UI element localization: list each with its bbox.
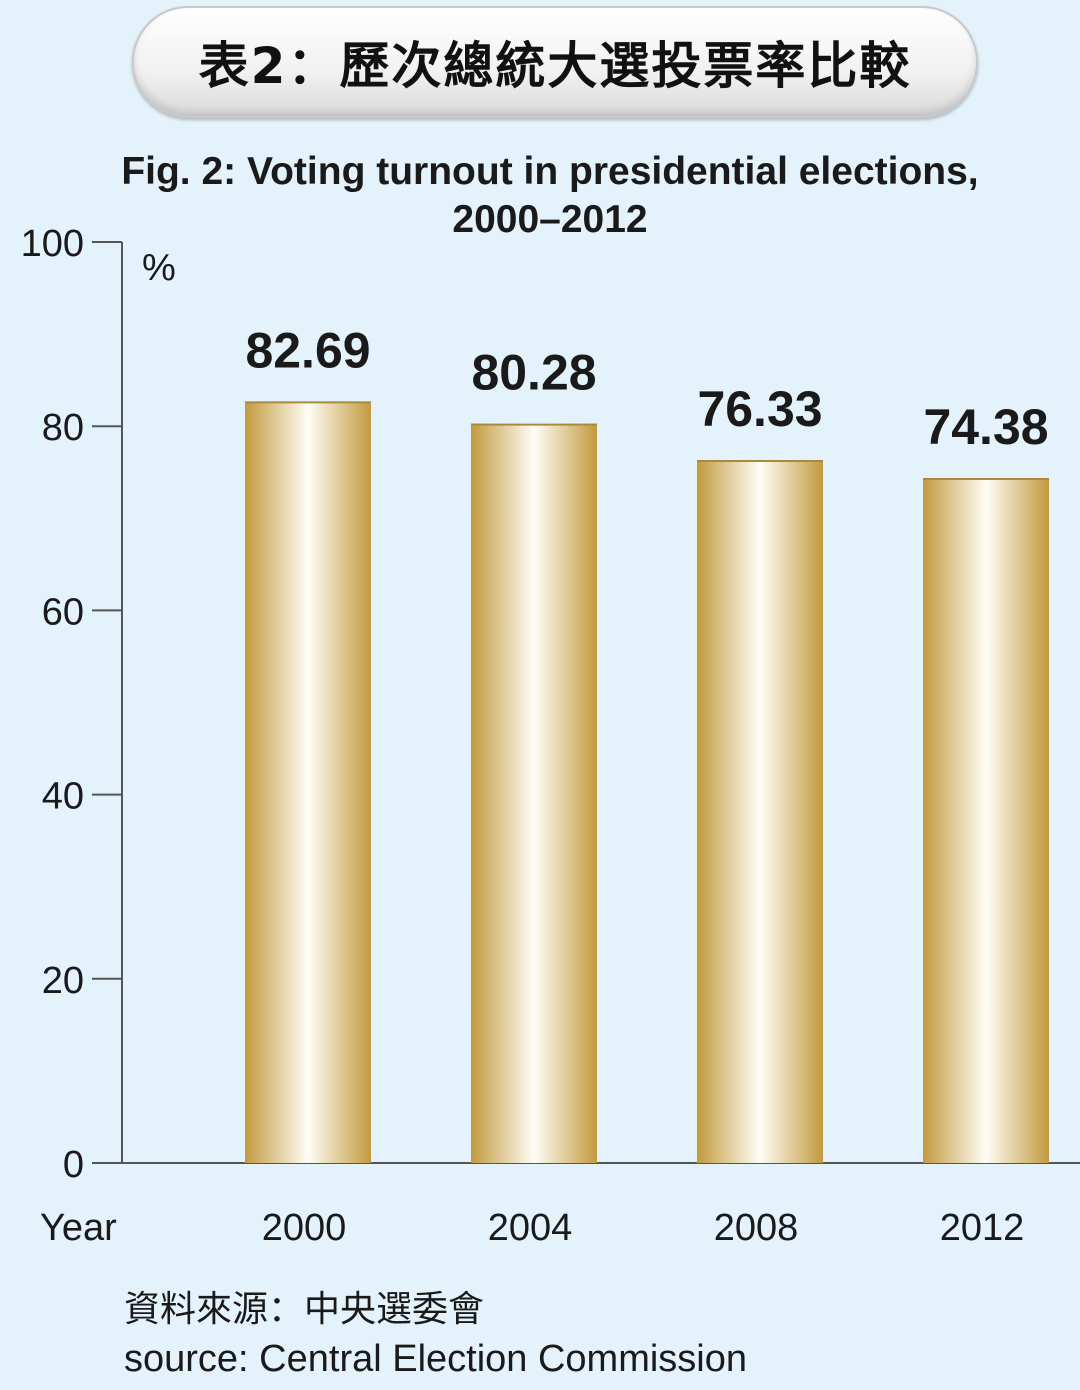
y-axis-label: % xyxy=(142,247,176,289)
bar-2012 xyxy=(923,477,1049,1163)
y-tick-label: 80 xyxy=(42,407,84,449)
bar-2008 xyxy=(697,460,823,1163)
bar-2004 xyxy=(471,423,597,1163)
title-banner: 表2：歷次總統大選投票率比較 xyxy=(132,6,978,118)
x-tick-label-2012: 2012 xyxy=(940,1207,1025,1249)
bar-chart: 0 20 40 60 80 100% Year 82.69 2000 80.28 2004 76.3… xyxy=(21,223,1080,1249)
data-label-2012: 74.38 xyxy=(923,399,1048,455)
y-tick-label: 0 xyxy=(63,1144,84,1186)
data-label-2004: 80.28 xyxy=(471,345,596,401)
data-label-2000: 82.69 xyxy=(245,322,370,378)
source-note-zh: 資料來源：中央選委會 xyxy=(124,1289,485,1330)
x-tick-label-2008: 2008 xyxy=(714,1207,799,1249)
y-tick-label: 60 xyxy=(42,591,84,633)
x-tick-label-2000: 2000 xyxy=(262,1207,347,1249)
y-tick-label: 20 xyxy=(42,960,84,1002)
bar-2000 xyxy=(245,401,371,1163)
y-tick-label: 100 xyxy=(21,223,84,265)
x-axis-label: Year xyxy=(40,1207,117,1249)
chart-subtitle-line1: Fig. 2: Voting turnout in presidential e… xyxy=(121,150,979,193)
chart-title-zh: 表2：歷次總統大選投票率比較 xyxy=(198,37,912,95)
data-label-2008: 76.33 xyxy=(697,381,822,437)
source-note-en: source: Central Election Commission xyxy=(124,1338,748,1380)
y-tick-label: 40 xyxy=(42,776,84,818)
x-tick-label-2004: 2004 xyxy=(488,1207,573,1249)
chart-subtitle-line2: 2000–2012 xyxy=(452,198,648,241)
